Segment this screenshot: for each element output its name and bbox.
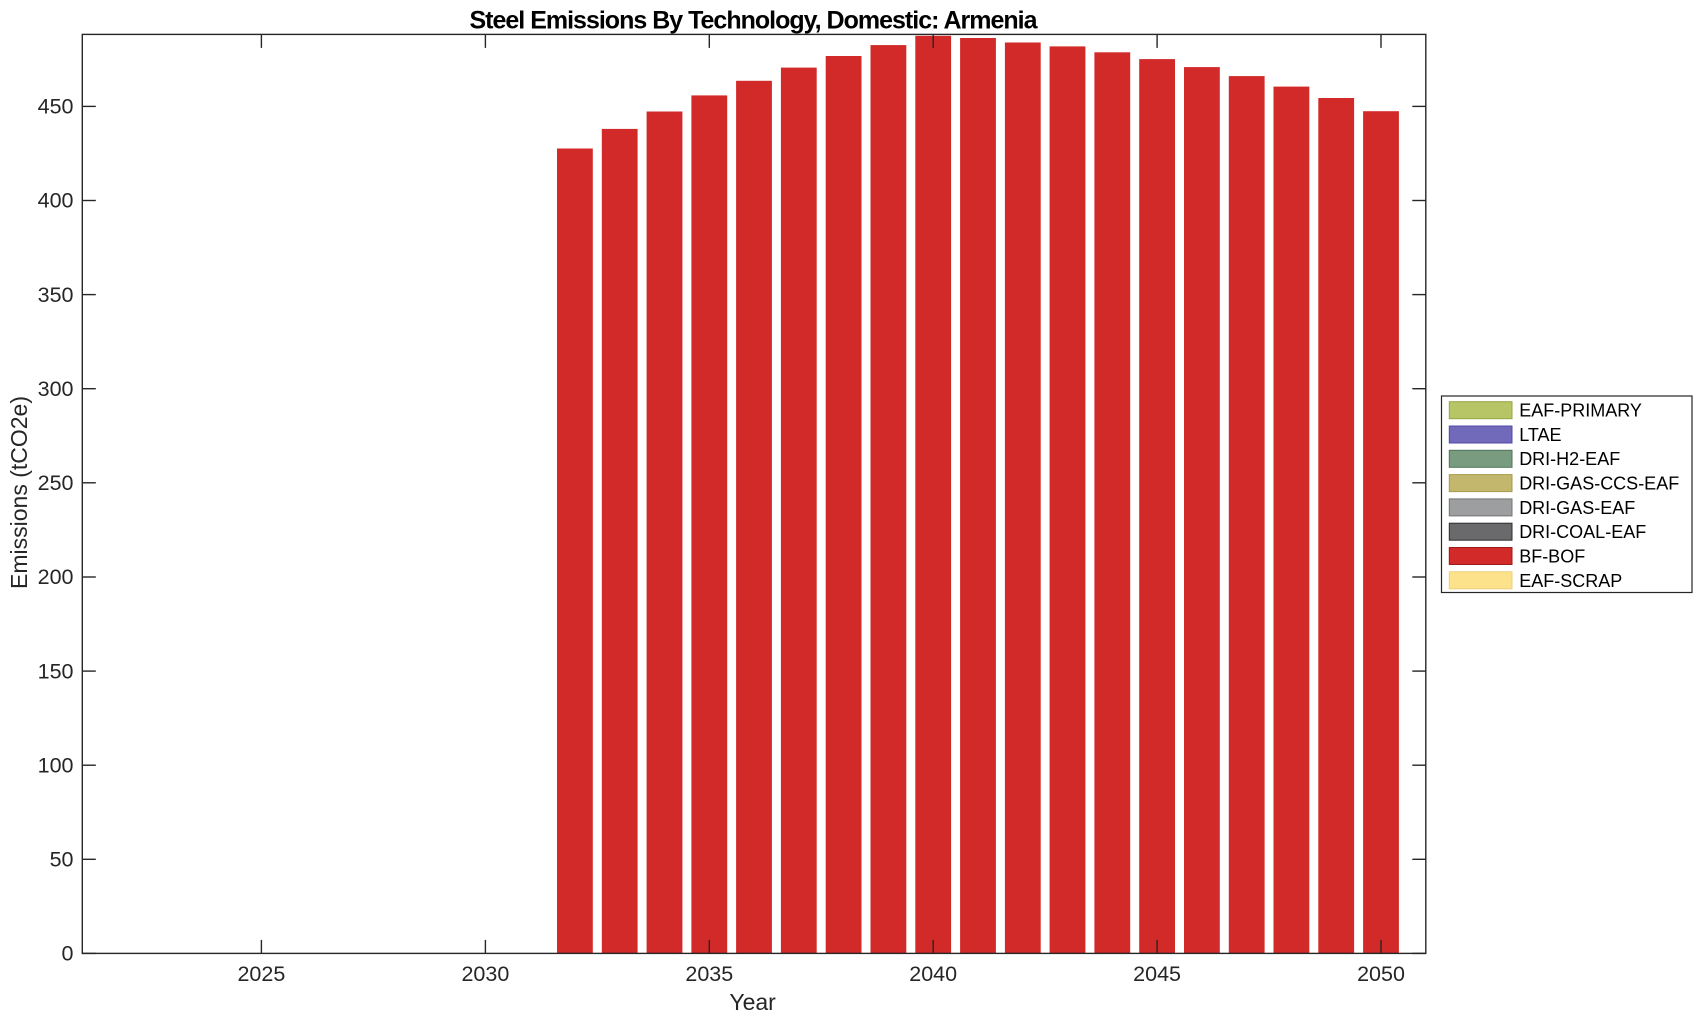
svg-text:300: 300 xyxy=(38,377,74,401)
svg-text:Steel Emissions By Technology,: Steel Emissions By Technology, Domestic:… xyxy=(470,6,1039,34)
svg-text:150: 150 xyxy=(38,659,74,683)
svg-text:DRI-GAS-EAF: DRI-GAS-EAF xyxy=(1519,498,1635,518)
svg-text:50: 50 xyxy=(50,848,74,872)
svg-text:250: 250 xyxy=(38,471,74,495)
svg-text:DRI-H2-EAF: DRI-H2-EAF xyxy=(1519,449,1620,469)
svg-text:200: 200 xyxy=(38,565,74,589)
svg-text:BF-BOF: BF-BOF xyxy=(1519,547,1585,567)
svg-text:Year: Year xyxy=(729,989,776,1015)
svg-text:EAF-PRIMARY: EAF-PRIMARY xyxy=(1519,401,1642,421)
svg-text:2050: 2050 xyxy=(1357,962,1405,986)
svg-text:DRI-COAL-EAF: DRI-COAL-EAF xyxy=(1519,522,1646,542)
svg-text:2045: 2045 xyxy=(1133,962,1181,986)
svg-text:LTAE: LTAE xyxy=(1519,425,1561,445)
svg-text:2030: 2030 xyxy=(461,962,509,986)
svg-text:0: 0 xyxy=(62,942,74,966)
svg-text:2035: 2035 xyxy=(685,962,733,986)
svg-text:2040: 2040 xyxy=(909,962,957,986)
svg-text:EAF-SCRAP: EAF-SCRAP xyxy=(1519,571,1622,591)
svg-text:100: 100 xyxy=(38,753,74,777)
svg-text:350: 350 xyxy=(38,283,74,307)
svg-text:Emissions (tCO2e): Emissions (tCO2e) xyxy=(6,396,32,589)
svg-text:400: 400 xyxy=(38,189,74,213)
svg-text:2025: 2025 xyxy=(237,962,285,986)
svg-text:DRI-GAS-CCS-EAF: DRI-GAS-CCS-EAF xyxy=(1519,474,1679,494)
svg-text:450: 450 xyxy=(38,95,74,119)
